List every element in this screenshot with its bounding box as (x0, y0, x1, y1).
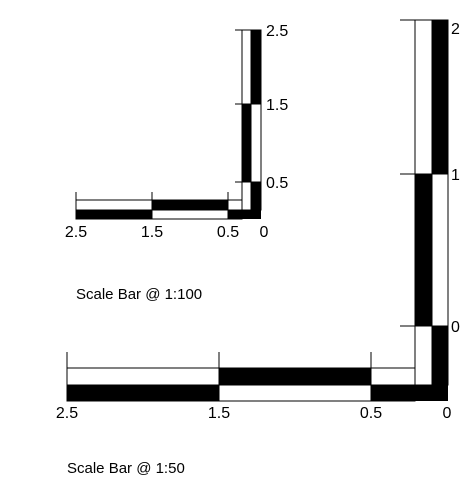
vertical-bar-1-100 (235, 29, 262, 211)
segment (431, 325, 449, 386)
tick-label: 2.5 (65, 224, 87, 241)
segment (370, 384, 416, 402)
tick-label: 0.5 (217, 224, 239, 241)
segment (151, 209, 229, 220)
tick-label: 2 (451, 21, 460, 38)
vertical-bar-1-50 (400, 19, 449, 386)
segment (414, 325, 433, 386)
tick-label: 0.5 (266, 175, 288, 192)
segment (250, 181, 262, 211)
segment (241, 103, 252, 183)
tick-label: 0 (260, 224, 269, 241)
segment (414, 19, 433, 175)
segment (75, 199, 153, 211)
tick-label: 1.5 (266, 97, 288, 114)
segment (241, 29, 252, 105)
segment (370, 367, 416, 386)
tick-label: 0 (443, 405, 452, 422)
caption: Scale Bar @ 1:50 (67, 460, 185, 477)
tick-label: 0 (451, 319, 460, 336)
segment (66, 384, 220, 402)
segment (218, 367, 372, 386)
segment (66, 367, 220, 386)
tick-label: 1.5 (141, 224, 163, 241)
segment (227, 199, 243, 211)
corner-block (242, 210, 261, 219)
horizontal-bar-1-100 (75, 192, 243, 220)
corner-block (415, 385, 448, 401)
caption: Scale Bar @ 1:100 (76, 286, 202, 303)
segment (241, 181, 252, 211)
segment (250, 29, 262, 105)
scale-bar-1-100: 2.5 1.5 0.5 0 2.5 1.5 0.5 Scale Bar @ 1:… (65, 23, 288, 303)
scale-bar-1-50: 2.5 1.5 0.5 0 2 1 0 Scale Bar @ 1:50 (56, 19, 460, 477)
horizontal-bar-1-50 (66, 352, 416, 402)
segment (431, 19, 449, 175)
segment (431, 173, 449, 327)
segment (218, 384, 372, 402)
segment (414, 173, 433, 327)
tick-label: 1 (451, 167, 460, 184)
segment (151, 199, 229, 211)
segment (75, 209, 153, 220)
segment (227, 209, 243, 220)
tick-label: 0.5 (360, 405, 382, 422)
segment (250, 103, 262, 183)
tick-label: 1.5 (208, 405, 230, 422)
tick-label: 2.5 (56, 405, 78, 422)
tick-label: 2.5 (266, 23, 288, 40)
